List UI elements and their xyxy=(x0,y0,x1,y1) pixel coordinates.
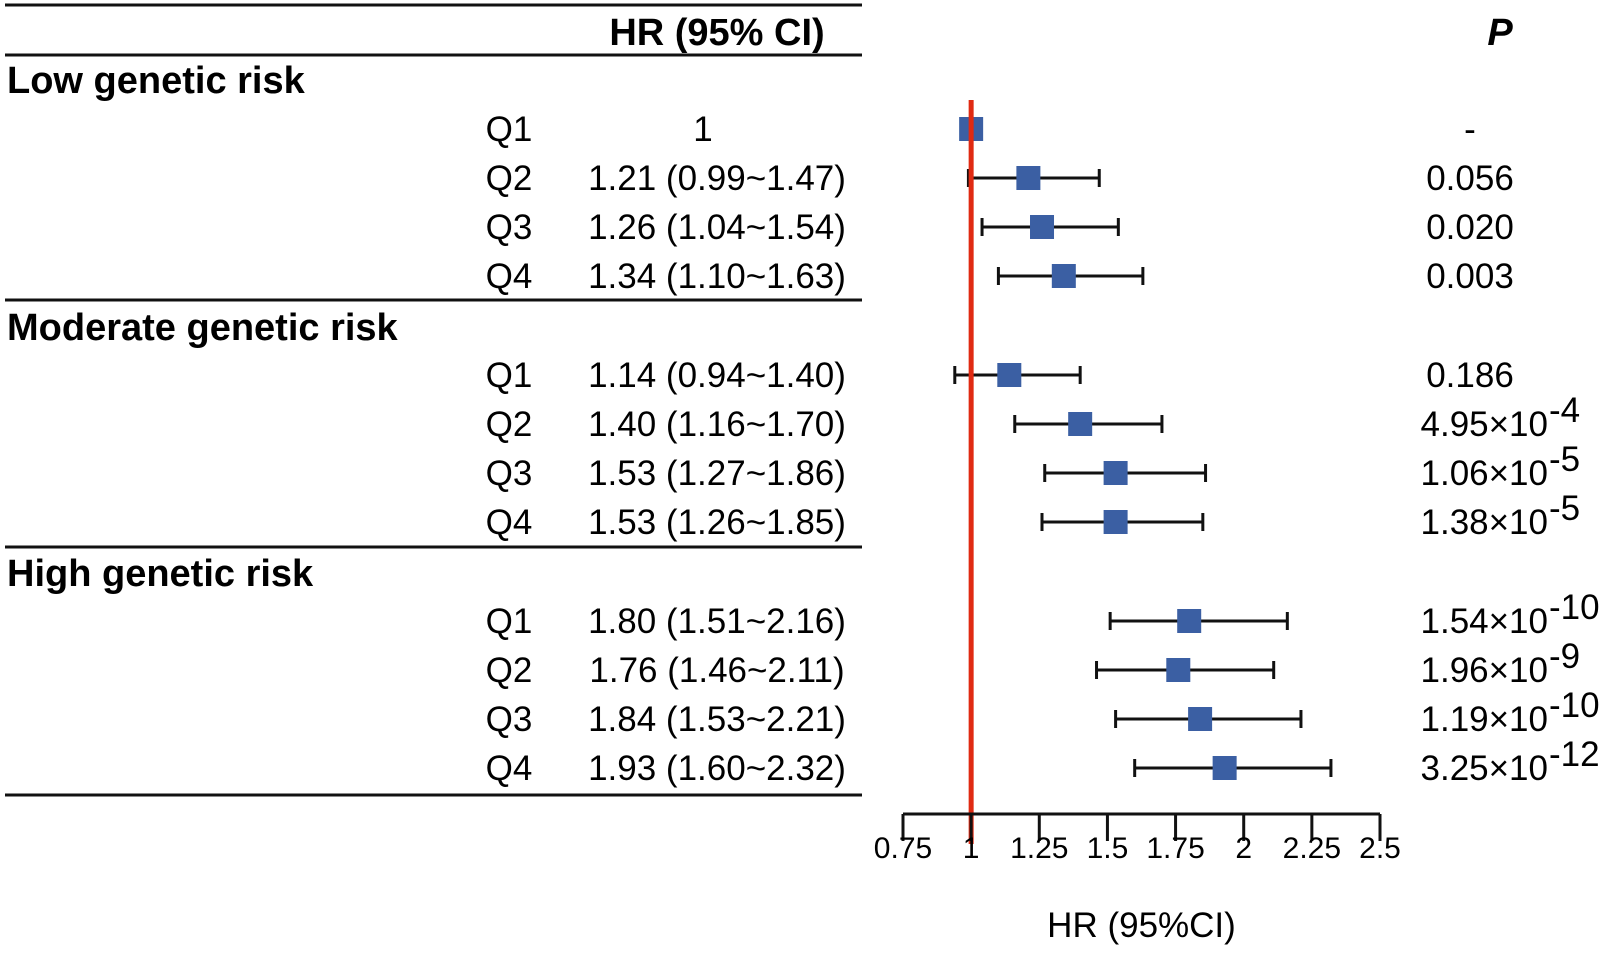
p-value-exponent: -12 xyxy=(1549,735,1600,774)
p-value-exponent: -5 xyxy=(1549,440,1580,479)
hr-point-marker xyxy=(1016,166,1041,190)
quartile-label: Q3 xyxy=(486,208,533,247)
p-column-header: P xyxy=(1487,12,1513,54)
p-value: 1.38×10 xyxy=(1421,503,1549,542)
x-tick-label: 1.25 xyxy=(1010,832,1068,865)
p-value: 0.186 xyxy=(1426,356,1514,395)
quartile-label: Q1 xyxy=(486,356,533,395)
group-label: Low genetic risk xyxy=(7,60,306,102)
quartile-label: Q4 xyxy=(486,503,533,542)
hr-point-marker xyxy=(1212,756,1237,780)
hr-point-marker xyxy=(1068,412,1093,436)
quartile-label: Q2 xyxy=(486,651,533,690)
hr-point-marker xyxy=(1188,707,1213,731)
p-value: 0.003 xyxy=(1426,257,1514,296)
p-value: 1.19×10 xyxy=(1421,700,1549,739)
group-label: Moderate genetic risk xyxy=(7,307,399,349)
p-value-exponent: -5 xyxy=(1549,489,1580,528)
p-value: 1.96×10 xyxy=(1421,651,1549,690)
hr-point-marker xyxy=(1103,510,1128,534)
hr-point-marker xyxy=(1103,461,1128,485)
quartile-label: Q1 xyxy=(486,110,533,149)
p-value-exponent: -4 xyxy=(1549,391,1580,430)
hr-point-marker xyxy=(1166,658,1191,682)
quartile-label: Q1 xyxy=(486,602,533,641)
hr-point-marker xyxy=(1030,215,1055,239)
hr-ci-value: 1.34 (1.10~1.63) xyxy=(588,257,846,296)
quartile-label: Q4 xyxy=(486,257,533,296)
hr-ci-value: 1.76 (1.46~2.11) xyxy=(589,651,844,690)
x-tick-label: 2 xyxy=(1235,832,1252,865)
x-tick-label: 1 xyxy=(963,832,980,865)
hr-ci-value: 1.14 (0.94~1.40) xyxy=(588,356,846,395)
x-tick-label: 2.5 xyxy=(1359,832,1401,865)
x-tick-label: 2.25 xyxy=(1283,832,1341,865)
p-value: - xyxy=(1464,110,1476,149)
hr-column-header: HR (95% CI) xyxy=(609,12,824,54)
hr-point-marker xyxy=(997,363,1022,387)
x-tick-label: 1.5 xyxy=(1087,832,1129,865)
quartile-label: Q3 xyxy=(486,454,533,493)
quartile-label: Q3 xyxy=(486,700,533,739)
hr-ci-value: 1.53 (1.27~1.86) xyxy=(588,454,846,493)
hr-ci-value: 1.93 (1.60~2.32) xyxy=(588,749,846,788)
hr-ci-value: 1 xyxy=(693,110,712,149)
hr-point-marker xyxy=(1177,609,1202,633)
p-value: 1.06×10 xyxy=(1421,454,1549,493)
p-value: 3.25×10 xyxy=(1421,749,1549,788)
p-value: 1.54×10 xyxy=(1421,602,1549,641)
quartile-label: Q4 xyxy=(486,749,533,788)
group-label: High genetic risk xyxy=(7,553,314,595)
hr-ci-value: 1.80 (1.51~2.16) xyxy=(588,602,846,641)
hr-ci-value: 1.84 (1.53~2.21) xyxy=(588,700,846,739)
x-tick-label: 1.75 xyxy=(1146,832,1204,865)
hr-ci-value: 1.26 (1.04~1.54) xyxy=(588,208,846,247)
x-tick-label: 0.75 xyxy=(874,832,932,865)
p-value: 4.95×10 xyxy=(1421,405,1549,444)
p-value-exponent: -10 xyxy=(1549,588,1600,627)
quartile-label: Q2 xyxy=(486,405,533,444)
p-value-exponent: -10 xyxy=(1549,686,1600,725)
p-value: 0.020 xyxy=(1426,208,1514,247)
hr-ci-value: 1.21 (0.99~1.47) xyxy=(588,159,846,198)
p-value-exponent: -9 xyxy=(1549,637,1580,676)
hr-ci-value: 1.53 (1.26~1.85) xyxy=(588,503,846,542)
hr-ci-value: 1.40 (1.16~1.70) xyxy=(588,405,846,444)
p-value: 0.056 xyxy=(1426,159,1514,198)
hr-point-marker xyxy=(1051,264,1076,288)
quartile-label: Q2 xyxy=(486,159,533,198)
x-axis-label: HR (95%CI) xyxy=(1047,906,1236,945)
